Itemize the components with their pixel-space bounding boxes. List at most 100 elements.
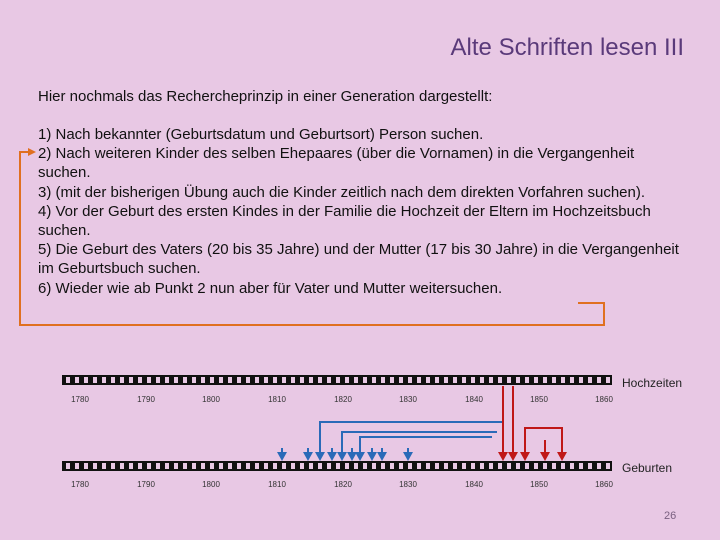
- film-perforation: [84, 463, 88, 469]
- step-2: 2) Nach weiteren Kinder des selben Ehepa…: [38, 145, 635, 182]
- film-perforation: [264, 377, 268, 383]
- film-perforation: [606, 463, 610, 469]
- film-perforation: [300, 377, 304, 383]
- film-perforation: [363, 377, 367, 383]
- blue-arrow: [337, 452, 347, 461]
- red-arrow: [557, 452, 567, 461]
- film-perforation: [93, 377, 97, 383]
- film-perforation: [597, 377, 601, 383]
- tick-label: 1850: [530, 480, 548, 489]
- film-perforation: [363, 463, 367, 469]
- film-perforation: [273, 377, 277, 383]
- film-perforation: [210, 377, 214, 383]
- film-perforation: [462, 377, 466, 383]
- film-perforation: [381, 377, 385, 383]
- film-perforation: [201, 377, 205, 383]
- film-perforation: [120, 463, 124, 469]
- film-perforation: [471, 377, 475, 383]
- film-perforation: [444, 377, 448, 383]
- film-perforation: [291, 463, 295, 469]
- blue-arrow: [403, 452, 413, 461]
- film-perforation: [417, 377, 421, 383]
- film-perforation: [102, 377, 106, 383]
- film-perforation: [318, 463, 322, 469]
- blue-arrow: [367, 452, 377, 461]
- tick-label: 1830: [399, 395, 417, 404]
- film-perforation: [66, 463, 70, 469]
- film-perforation: [354, 377, 358, 383]
- film-perforation: [282, 377, 286, 383]
- film-perforation: [399, 463, 403, 469]
- film-perforation: [219, 463, 223, 469]
- film-perforation: [435, 463, 439, 469]
- film-perforation: [300, 463, 304, 469]
- blue-arrow: [347, 452, 357, 461]
- hochzeiten-label: Hochzeiten: [622, 376, 683, 390]
- tick-label: 1850: [530, 395, 548, 404]
- step-3: 3) (mit der bisherigen Übung auch die Ki…: [38, 183, 646, 201]
- film-perforation: [183, 463, 187, 469]
- film-perforation: [336, 463, 340, 469]
- film-perforation: [75, 377, 79, 383]
- film-perforation: [408, 463, 412, 469]
- tick-label: 1790: [137, 395, 155, 404]
- film-perforation: [354, 463, 358, 469]
- film-perforation: [516, 377, 520, 383]
- film-perforation: [192, 463, 196, 469]
- film-perforation: [444, 463, 448, 469]
- film-perforation: [147, 377, 151, 383]
- film-perforation: [552, 377, 556, 383]
- film-perforation: [336, 377, 340, 383]
- step-5: 5) Die Geburt des Vaters (20 bis 35 Jahr…: [38, 241, 679, 278]
- film-perforation: [138, 463, 142, 469]
- tick-label: 1800: [202, 395, 220, 404]
- film-perforation: [309, 377, 313, 383]
- geburten-label: Geburten: [622, 461, 673, 475]
- tick-label: 1810: [268, 395, 286, 404]
- film-perforation: [543, 463, 547, 469]
- tick-label: 1800: [202, 480, 220, 489]
- red-arrow: [540, 452, 550, 461]
- film-perforation: [318, 377, 322, 383]
- step-6: 6) Wieder wie ab Punkt 2 nun aber für Va…: [38, 279, 503, 297]
- tick-label: 1820: [334, 480, 352, 489]
- film-perforation: [246, 463, 250, 469]
- film-perforation: [588, 463, 592, 469]
- film-perforation: [561, 377, 565, 383]
- film-perforation: [507, 463, 511, 469]
- film-perforation: [507, 377, 511, 383]
- tick-label: 1860: [595, 480, 613, 489]
- film-perforation: [111, 463, 115, 469]
- timeline-hochzeiten: [62, 375, 612, 385]
- tick-label: 1840: [465, 480, 483, 489]
- film-perforation: [480, 463, 484, 469]
- film-perforation: [480, 377, 484, 383]
- slide-title: Alte Schriften lesen III: [450, 34, 684, 61]
- film-perforation: [138, 377, 142, 383]
- film-perforation: [165, 377, 169, 383]
- film-perforation: [237, 377, 241, 383]
- film-perforation: [219, 377, 223, 383]
- timeline-geburten: [62, 461, 612, 471]
- blue-arrow: [315, 452, 325, 461]
- film-perforation: [498, 463, 502, 469]
- film-perforation: [273, 463, 277, 469]
- film-perforation: [75, 463, 79, 469]
- film-perforation: [426, 463, 430, 469]
- film-perforation: [606, 377, 610, 383]
- tick-label: 1790: [137, 480, 155, 489]
- film-perforation: [210, 463, 214, 469]
- tick-label: 1840: [465, 395, 483, 404]
- film-perforation: [345, 463, 349, 469]
- film-perforation: [165, 463, 169, 469]
- film-perforation: [282, 463, 286, 469]
- film-perforation: [552, 463, 556, 469]
- film-perforation: [489, 463, 493, 469]
- intro-text: Hier nochmals das Rechercheprinzip in ei…: [38, 88, 493, 105]
- film-perforation: [579, 377, 583, 383]
- film-perforation: [489, 377, 493, 383]
- step-4: 4) Vor der Geburt des ersten Kindes in d…: [38, 202, 651, 240]
- film-perforation: [372, 463, 376, 469]
- film-perforation: [570, 377, 574, 383]
- loop-arrow-head: [28, 148, 36, 156]
